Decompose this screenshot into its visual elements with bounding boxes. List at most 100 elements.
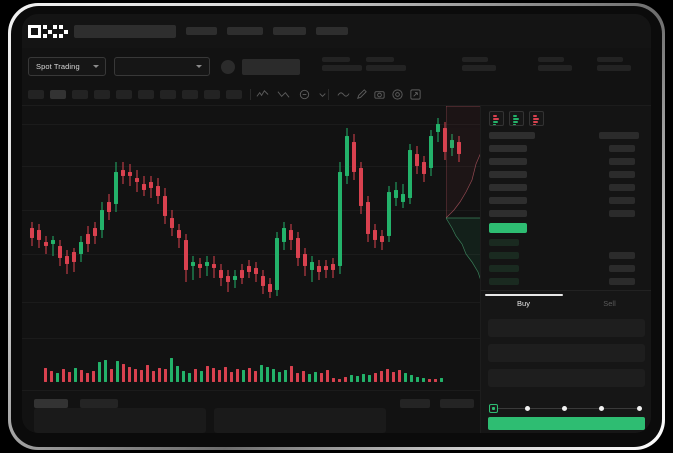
volume-bar xyxy=(332,378,335,382)
slider-stop[interactable] xyxy=(525,406,530,411)
chevron-down-icon xyxy=(196,65,202,68)
slider-stop[interactable] xyxy=(637,406,642,411)
settings-icon[interactable] xyxy=(391,88,404,101)
timeframe-button-5[interactable] xyxy=(138,90,154,99)
volume-bar xyxy=(392,372,395,382)
volume-bar xyxy=(86,373,89,382)
volume-bar xyxy=(146,365,149,382)
fullscreen-icon[interactable] xyxy=(409,88,422,101)
amount-field[interactable] xyxy=(488,344,645,362)
volume-bar xyxy=(428,379,431,382)
volume-bar xyxy=(266,367,269,382)
candle xyxy=(275,232,279,296)
timeframe-button-6[interactable] xyxy=(160,90,176,99)
candlestick-chart[interactable] xyxy=(22,106,480,338)
orderbook-view-bids-icon[interactable] xyxy=(509,111,524,126)
candle xyxy=(268,278,272,298)
camera-icon[interactable] xyxy=(373,88,386,101)
candle xyxy=(296,232,300,266)
candle xyxy=(30,222,34,246)
candle xyxy=(436,118,440,142)
tab-open-orders[interactable] xyxy=(34,399,68,408)
volume-bar xyxy=(218,370,221,382)
candle xyxy=(366,196,370,242)
nav-item-1[interactable] xyxy=(186,27,217,35)
nav-item-4[interactable] xyxy=(316,27,348,35)
slider-stop[interactable] xyxy=(599,406,604,411)
volume-bar xyxy=(404,373,407,382)
current-price-row xyxy=(489,223,527,233)
volume-bar xyxy=(374,373,377,382)
tab-right-2[interactable] xyxy=(440,399,474,408)
nav-item-2[interactable] xyxy=(227,27,263,35)
candle xyxy=(317,260,321,280)
price-field[interactable] xyxy=(488,319,645,337)
tab-order-history[interactable] xyxy=(80,399,118,408)
trade-form-panel: Buy Sell xyxy=(480,290,651,433)
okx-logo[interactable] xyxy=(28,25,68,38)
alert-icon[interactable] xyxy=(298,88,311,101)
tab-sell[interactable]: Sell xyxy=(603,299,616,308)
timeframe-button-0[interactable] xyxy=(28,90,44,99)
volume-bar xyxy=(344,377,347,382)
candle xyxy=(247,260,251,278)
volume-bar xyxy=(56,373,59,382)
volume-bar xyxy=(224,367,227,382)
market-type-dropdown[interactable]: Spot Trading xyxy=(28,57,106,76)
candle xyxy=(373,224,377,248)
volume-bar xyxy=(92,371,95,382)
timeframe-button-7[interactable] xyxy=(182,90,198,99)
volume-bar xyxy=(158,368,161,382)
market-type-label: Spot Trading xyxy=(36,62,80,71)
total-field[interactable] xyxy=(488,369,645,387)
timeframe-button-1[interactable] xyxy=(50,90,66,99)
orderbook-ask-amount xyxy=(609,197,635,204)
pencil-icon[interactable] xyxy=(355,88,368,101)
pair-name[interactable] xyxy=(242,59,300,75)
orderbook-ask-amount xyxy=(609,158,635,165)
volume-bar xyxy=(290,366,293,382)
orderbook-ask-price xyxy=(489,145,527,152)
chevron-down-icon[interactable] xyxy=(316,88,329,101)
nav-search-box[interactable] xyxy=(74,25,176,38)
submit-buy-button[interactable] xyxy=(488,417,645,430)
volume-bar xyxy=(350,375,353,382)
orderbook-view-asks-icon[interactable] xyxy=(529,111,544,126)
candle xyxy=(37,224,41,248)
candle xyxy=(443,122,447,160)
timeframe-button-8[interactable] xyxy=(204,90,220,99)
candle xyxy=(177,224,181,248)
amount-percent-slider[interactable] xyxy=(489,404,645,413)
orderbook-view-both-icon[interactable] xyxy=(489,111,504,126)
timeframe-button-9[interactable] xyxy=(226,90,242,99)
top-navigation-bar xyxy=(22,14,651,48)
volume-bar xyxy=(206,366,209,382)
indicator-icon[interactable] xyxy=(256,88,269,101)
orderbook-ask-amount xyxy=(609,184,635,191)
volume-bar xyxy=(296,373,299,382)
compare-icon[interactable] xyxy=(277,88,290,101)
volume-bar xyxy=(44,368,47,382)
volume-bar xyxy=(326,370,329,382)
volume-bar xyxy=(80,370,83,382)
volume-bar xyxy=(314,372,317,382)
timeframe-button-3[interactable] xyxy=(94,90,110,99)
slider-handle[interactable] xyxy=(489,404,498,413)
slider-stop[interactable] xyxy=(562,406,567,411)
tab-right-1[interactable] xyxy=(400,399,430,408)
candle xyxy=(415,146,419,174)
volume-bar xyxy=(440,378,443,382)
candle xyxy=(359,162,363,214)
line-chart-icon[interactable] xyxy=(337,88,350,101)
volume-bar xyxy=(302,371,305,382)
tab-buy[interactable]: Buy xyxy=(517,299,530,308)
volume-bar xyxy=(362,374,365,382)
candle xyxy=(331,258,335,278)
timeframe-button-2[interactable] xyxy=(72,90,88,99)
pair-selector-dropdown[interactable] xyxy=(114,57,210,76)
volume-bar xyxy=(116,361,119,382)
orderbook-bid-price xyxy=(489,252,519,259)
nav-item-3[interactable] xyxy=(273,27,306,35)
timeframe-button-4[interactable] xyxy=(116,90,132,99)
